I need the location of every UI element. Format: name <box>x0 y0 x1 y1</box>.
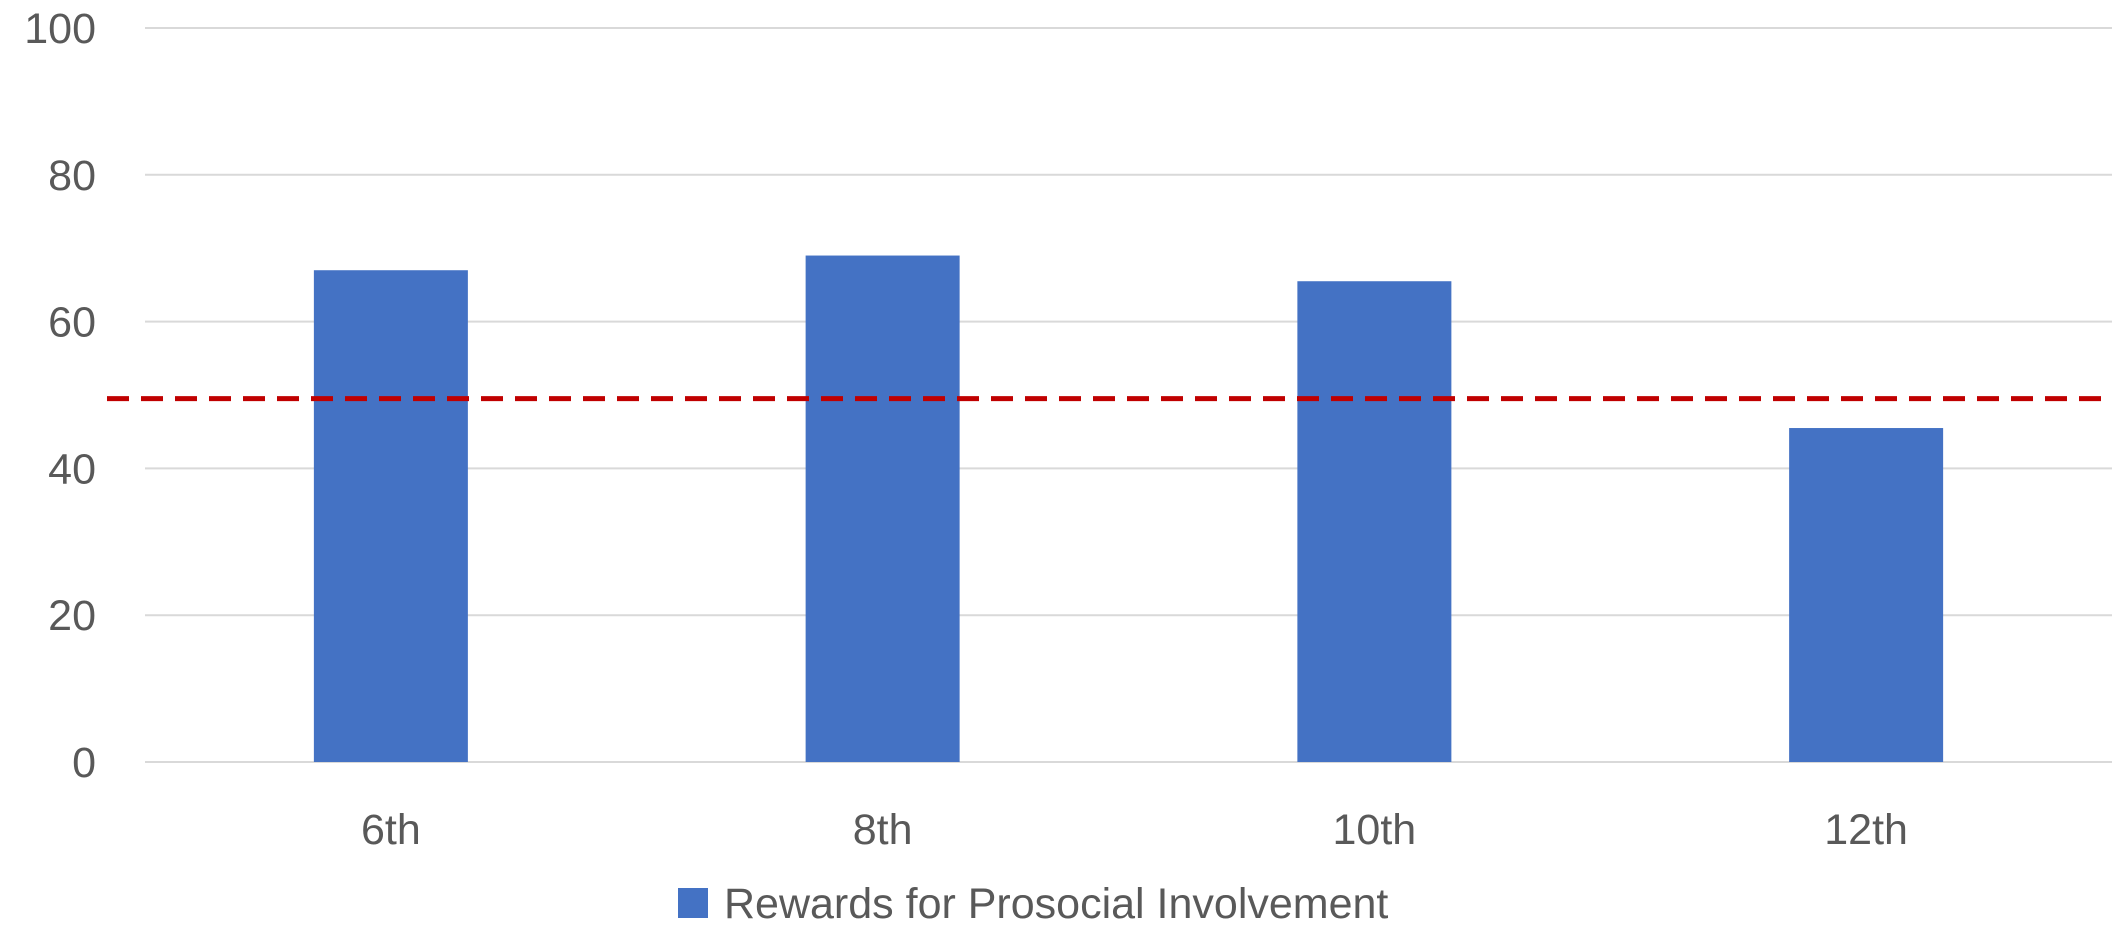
bar-6th <box>313 270 468 762</box>
x-tick-label: 12th <box>1824 806 1908 854</box>
y-tick-label: 80 <box>48 152 96 200</box>
y-tick-label: 20 <box>48 592 96 640</box>
y-tick-label: 100 <box>24 5 96 53</box>
y-axis-tick-labels: 0 20 40 60 80 100 <box>24 5 96 787</box>
legend: Rewards for Prosocial Involvement <box>678 880 1388 928</box>
x-tick-label: 6th <box>361 806 421 854</box>
legend-swatch <box>678 888 708 918</box>
bar-8th <box>805 255 960 763</box>
y-tick-label: 60 <box>48 299 96 347</box>
bar-12th <box>1789 428 1944 762</box>
x-tick-label: 8th <box>853 806 913 854</box>
gridlines <box>145 27 2112 763</box>
bar-10th <box>1297 281 1452 762</box>
bars <box>313 255 1944 763</box>
x-tick-label: 10th <box>1333 806 1417 854</box>
y-tick-label: 40 <box>48 445 96 493</box>
legend-label: Rewards for Prosocial Involvement <box>724 880 1388 928</box>
x-axis-tick-labels: 6th 8th 10th 12th <box>361 806 1908 854</box>
y-tick-label: 0 <box>72 739 96 787</box>
